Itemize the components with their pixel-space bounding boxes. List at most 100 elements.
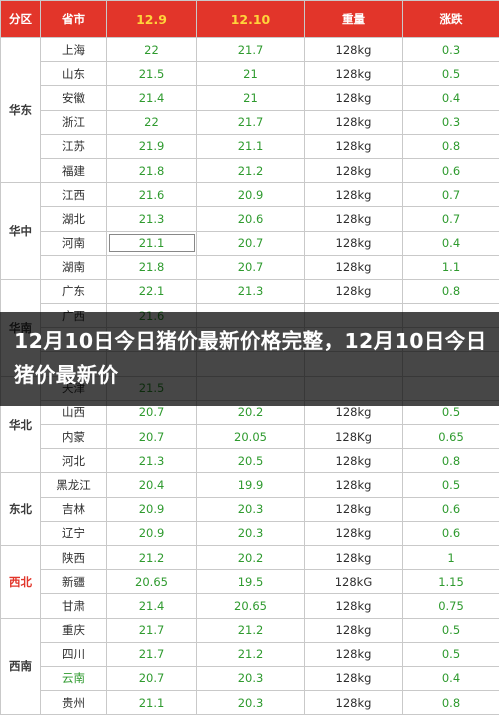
province-cell: 河北 [40,448,107,474]
price-12-9-cell: 21.1 [106,230,197,256]
price-12-10-cell: 21.7 [196,36,305,63]
weight-cell: 128kg [304,230,403,256]
weight-cell: 128kg [304,448,403,474]
weight-cell: 128kg [304,182,403,208]
change-cell: 1.15 [402,569,499,595]
table-row: 华东 上海 22 21.7 128kg 0.3 [0,36,499,184]
table-header: 分区 省市 12.9 12.10 重量 涨跌 [0,0,499,38]
price-12-10-cell: 20.2 [196,544,305,571]
table-row: 湖北 21.3 20.6 128kg 0.7 [1,206,499,232]
province-cell: 黑龙江 [40,472,107,498]
table-row: 安徽 21.4 21 128kg 0.4 [1,85,499,111]
table-row: 甘肃 21.4 20.65 128kg 0.75 [1,593,499,619]
province-cell: 安徽 [40,85,107,111]
table-row: 辽宁 20.9 20.3 128kg 0.6 [1,520,499,546]
price-12-10-cell: 19.5 [196,569,305,595]
weight-cell: 128kg [304,617,403,643]
header-region: 分区 [0,0,41,38]
price-12-9-cell: 20.65 [106,569,197,595]
change-cell: 0.3 [402,109,499,135]
weight-cell: 128kg [304,278,403,305]
table-row: 西南 重庆 21.7 21.2 128kg 0.5 [0,617,499,716]
price-12-10-cell: 21 [196,61,305,87]
price-12-9-cell: 21.3 [106,448,197,474]
price-12-10-cell: 21.1 [196,133,305,159]
weight-cell: 128kg [304,593,403,619]
change-cell: 0.3 [402,36,499,63]
price-12-9-cell: 21.8 [106,254,197,280]
highlighted-price: 21.1 [108,234,195,253]
price-12-10-cell: 21.2 [196,641,305,667]
header-date-1: 12.9 [106,0,197,38]
price-12-10-cell: 20.5 [196,448,305,474]
province-cell: 湖南 [40,254,107,280]
province-cell: 内蒙 [40,423,107,450]
price-12-9-cell: 20.9 [106,520,197,546]
change-cell: 0.7 [402,182,499,208]
table-row: 河北 21.3 20.5 128kg 0.8 [1,448,499,474]
province-cell: 云南 [40,665,107,692]
price-12-10-cell: 20.3 [196,665,305,692]
province-cell: 福建 [40,157,107,184]
weight-cell: 128kg [304,641,403,667]
price-12-9-cell: 20.9 [106,496,197,522]
weight-cell: 128kg [304,36,403,63]
title-overlay: 12月10日今日猪价最新价格完整，12月10日今日猪价最新价 [0,312,499,406]
weight-cell: 128kg [304,496,403,522]
table-row: 福建 21.8 21.2 128kg 0.6 [1,157,499,184]
price-12-9-cell: 21.4 [106,85,197,111]
price-12-10-cell: 21.3 [196,278,305,305]
price-12-9-cell: 21.7 [106,617,197,643]
price-12-10-cell: 20.65 [196,593,305,619]
price-12-9-cell: 21.1 [106,690,197,716]
weight-cell: 128kg [304,665,403,692]
weight-cell: 128kg [304,472,403,498]
weight-cell: 128kg [304,109,403,135]
change-cell: 0.65 [402,423,499,450]
change-cell: 0.6 [402,157,499,184]
header-change: 涨跌 [402,0,499,38]
change-cell: 1 [402,544,499,571]
weight-cell: 128kg [304,157,403,184]
price-12-10-cell: 21.7 [196,109,305,135]
weight-cell: 128kg [304,61,403,87]
change-cell: 0.8 [402,448,499,474]
price-12-9-cell: 21.8 [106,157,197,184]
price-12-9-cell: 21.3 [106,206,197,232]
change-cell: 0.4 [402,85,499,111]
region-cell: 西南 [0,617,41,716]
change-cell: 0.5 [402,472,499,498]
price-12-10-cell: 21 [196,85,305,111]
table-row: 河南 21.1 20.7 128kg 0.4 [1,230,499,256]
header-date-2: 12.10 [196,0,305,38]
price-12-10-cell: 20.3 [196,520,305,546]
price-12-10-cell: 21.2 [196,157,305,184]
weight-cell: 128kg [304,133,403,159]
change-cell: 0.8 [402,133,499,159]
table-row: 山东 21.5 21 128kg 0.5 [1,61,499,87]
weight-cell: 128kg [304,254,403,280]
table-row: 吉林 20.9 20.3 128kg 0.6 [1,496,499,522]
province-cell: 河南 [40,230,107,256]
weight-cell: 128kG [304,569,403,595]
header-weight: 重量 [304,0,403,38]
province-cell: 广东 [40,278,107,305]
price-12-10-cell: 20.7 [196,254,305,280]
weight-cell: 128kg [304,544,403,571]
table-row: 江苏 21.9 21.1 128kg 0.8 [1,133,499,159]
weight-cell: 128Kg [304,423,403,450]
table-row: 贵州 21.1 20.3 128kg 0.8 [1,690,499,716]
change-cell: 0.75 [402,593,499,619]
price-12-9-cell: 22 [106,36,197,63]
change-cell: 0.4 [402,665,499,692]
price-12-10-cell: 20.3 [196,690,305,716]
price-12-10-cell: 21.2 [196,617,305,643]
table-row: 内蒙 20.7 20.05 128Kg 0.65 [1,423,499,450]
weight-cell: 128kg [304,690,403,716]
price-12-9-cell: 21.5 [106,61,197,87]
province-cell: 四川 [40,641,107,667]
table-row: 西北 陕西 21.2 20.2 128kg 1 [0,544,499,619]
table-row: 云南 20.7 20.3 128kg 0.4 [1,665,499,692]
region-cell: 东北 [0,472,41,546]
